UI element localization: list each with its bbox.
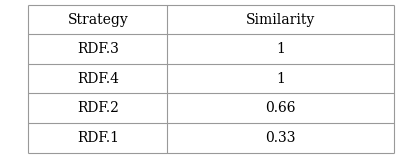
- Text: Strategy: Strategy: [67, 13, 128, 27]
- Text: RDF.2: RDF.2: [77, 101, 119, 115]
- Text: Similarity: Similarity: [245, 13, 314, 27]
- Text: RDF.4: RDF.4: [77, 72, 119, 86]
- Text: RDF.3: RDF.3: [77, 42, 119, 56]
- Text: 0.66: 0.66: [264, 101, 295, 115]
- Text: RDF.1: RDF.1: [77, 131, 119, 145]
- Text: 1: 1: [275, 72, 284, 86]
- Text: 1: 1: [275, 42, 284, 56]
- Text: 0.33: 0.33: [264, 131, 295, 145]
